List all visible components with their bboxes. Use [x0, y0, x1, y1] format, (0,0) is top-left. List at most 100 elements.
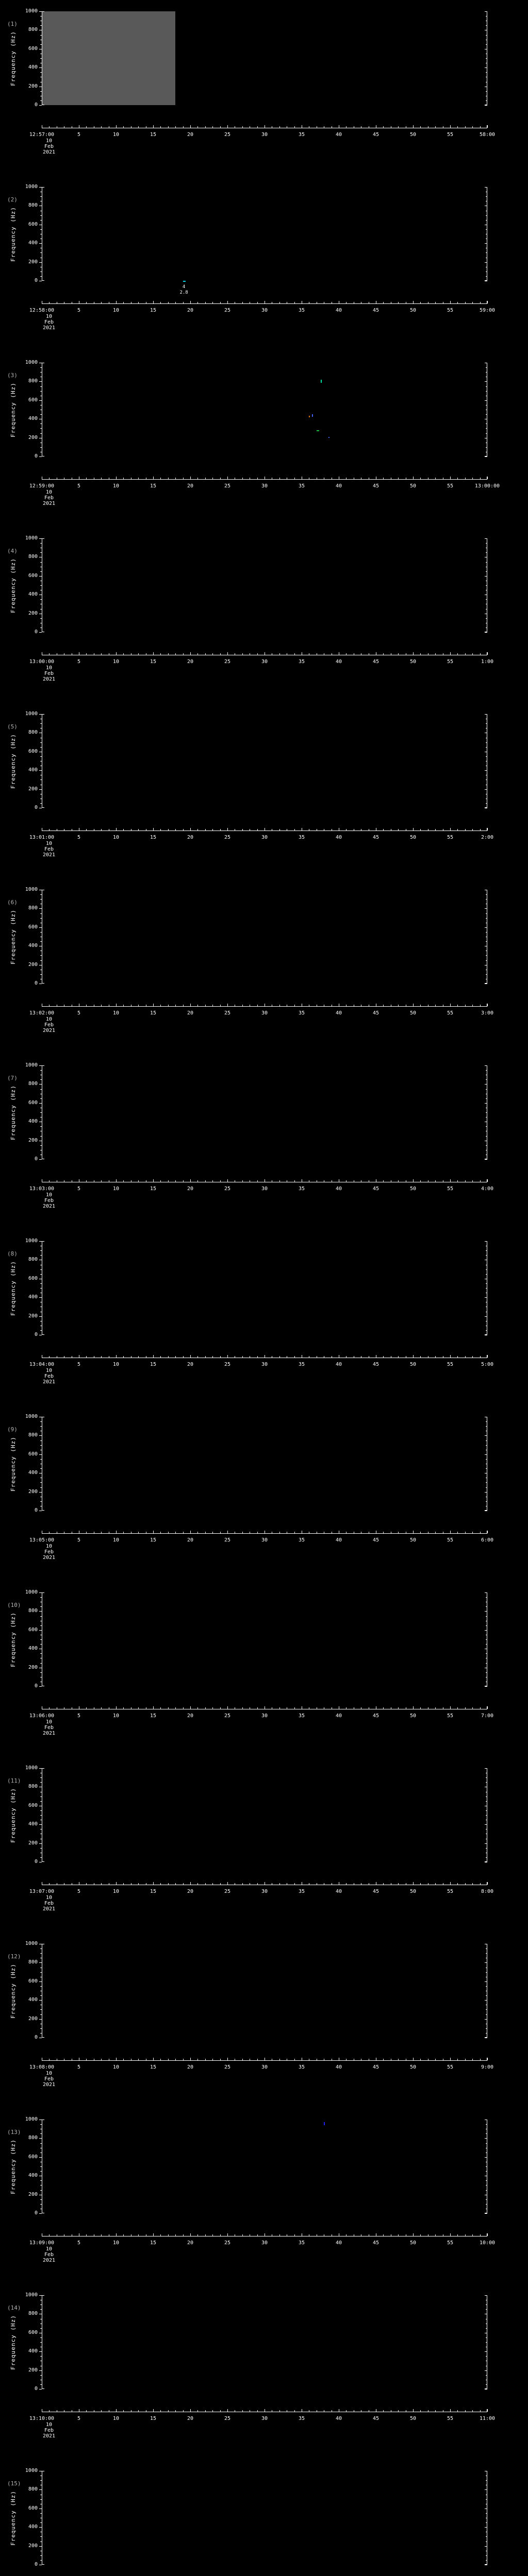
- y-axis-title: Frequency (Hz): [9, 890, 16, 984]
- x-tick-minor: [160, 126, 161, 128]
- x-tick-major: [413, 2409, 414, 2412]
- y-tick-minor: [40, 2375, 42, 2376]
- y-tick-major-right: [485, 11, 487, 12]
- x-tick-major: [153, 828, 154, 831]
- x-tick-label: 35: [298, 1362, 305, 1367]
- y-tick-major: [39, 1962, 42, 1963]
- y-tick-minor: [40, 196, 42, 197]
- x-tick-minor: [175, 2059, 176, 2060]
- x-tick-label: 9:00: [481, 2064, 494, 2070]
- x-tick-minor: [465, 2410, 466, 2412]
- y-tick-minor: [40, 1501, 42, 1502]
- y-tick-label: 600: [28, 2329, 38, 2335]
- x-tick-major: [190, 652, 191, 655]
- x-tick-minor: [457, 302, 458, 303]
- x-tick-major: [190, 1882, 191, 1885]
- x-tick-minor: [205, 1707, 206, 1709]
- x-tick-label: 10: [112, 308, 120, 313]
- x-tick-minor: [49, 302, 50, 303]
- x-tick-label: 25: [224, 2240, 231, 2246]
- x-tick-minor: [220, 302, 221, 303]
- y-tick-label: 200: [28, 2015, 38, 2022]
- y-tick-minor: [40, 1283, 42, 1284]
- y-tick-major: [39, 1159, 42, 1160]
- x-tick-minor: [101, 2059, 102, 2060]
- x-tick-major: [413, 652, 414, 655]
- x-tick-minor: [160, 2059, 161, 2060]
- panel-index-label: (12): [7, 1953, 21, 1960]
- y-tick-major-right: [485, 1492, 487, 1493]
- x-tick-major: [450, 2233, 451, 2236]
- x-tick-minor: [465, 2059, 466, 2060]
- y-tick-minor: [40, 599, 42, 600]
- y-tick-minor-right: [486, 552, 487, 553]
- y-tick-label: 0: [34, 1683, 38, 1689]
- x-tick-minor: [49, 1707, 50, 1709]
- y-tick-major-right: [485, 575, 487, 577]
- x-tick-minor: [123, 302, 124, 303]
- x-tick-minor: [160, 653, 161, 655]
- y-tick-minor-right: [486, 72, 487, 73]
- spectrogram-panel: (5) Frequency (Hz) 0 200 400 600 800 1000 13:01:…: [0, 703, 528, 878]
- y-tick-major: [39, 1065, 42, 1066]
- x-tick-minor: [294, 1707, 295, 1709]
- x-tick-label: 50: [409, 835, 417, 840]
- panel-index-label: (3): [7, 372, 18, 379]
- x-tick-major: [227, 2233, 228, 2236]
- y-tick-minor-right: [486, 1112, 487, 1113]
- x-tick-label: 13:01:00: [29, 835, 55, 840]
- x-tick-major: [487, 1179, 488, 1182]
- x-tick-label: 5: [77, 1362, 81, 1367]
- y-tick-label: 1000: [25, 2292, 38, 2298]
- x-tick-minor: [168, 653, 169, 655]
- x-tick-minor: [435, 653, 436, 655]
- x-tick-label: 55: [447, 483, 454, 489]
- x-tick-label: 40: [335, 1537, 342, 1543]
- x-tick-label: 20: [187, 2064, 194, 2070]
- date-line: 2021: [42, 1555, 56, 1561]
- spectrogram-panel: (7) Frequency (Hz) 0 200 400 600 800 1000 13:03:…: [0, 1054, 528, 1230]
- x-tick-label: 50: [409, 2064, 417, 2070]
- x-tick-minor: [480, 1532, 481, 1533]
- x-tick-minor: [123, 1356, 124, 1358]
- y-tick-label: 800: [28, 2486, 38, 2493]
- x-tick-major: [116, 301, 117, 303]
- x-tick-minor: [183, 2410, 184, 2412]
- x-tick-minor: [242, 1532, 243, 1533]
- y-tick-label: 0: [34, 1507, 38, 1513]
- y-tick-label: 1000: [25, 711, 38, 717]
- y-tick-minor: [40, 1986, 42, 1987]
- y-tick-minor-right: [486, 196, 487, 197]
- x-tick-minor: [383, 126, 384, 128]
- y-tick-minor: [40, 747, 42, 748]
- x-tick-minor: [123, 2410, 124, 2412]
- x-tick-minor: [183, 478, 184, 479]
- y-tick-major: [39, 11, 42, 12]
- plot-area: [42, 538, 487, 632]
- x-tick-major: [153, 301, 154, 303]
- date-line: 2021: [42, 1028, 56, 1033]
- x-tick-major: [413, 125, 414, 128]
- x-tick-label: 45: [372, 2416, 380, 2421]
- x-tick-minor: [383, 1883, 384, 1885]
- y-tick-major: [39, 1768, 42, 1769]
- y-tick-minor: [40, 941, 42, 942]
- y-tick-label: 600: [28, 2505, 38, 2511]
- y-tick-major: [39, 1592, 42, 1593]
- y-tick-label: 1000: [25, 1414, 38, 1419]
- y-axis-title-text: Frequency (Hz): [9, 2139, 16, 2194]
- x-tick-minor: [86, 126, 87, 128]
- data-coverage-block: [42, 11, 176, 105]
- y-tick-minor: [40, 2133, 42, 2134]
- y-tick-minor: [40, 433, 42, 434]
- x-tick-label: 13:07:00: [29, 1889, 55, 1894]
- x-tick-minor: [197, 829, 199, 831]
- y-tick-label: 200: [28, 1664, 38, 1670]
- spectrogram-panel: (14) Frequency (Hz) 0 200 400 600 800 1000 13:10…: [0, 2284, 528, 2460]
- x-tick-minor: [101, 1707, 102, 1709]
- x-tick-label: 30: [261, 2240, 268, 2246]
- y-tick-major: [39, 456, 42, 457]
- x-tick-label: 45: [372, 1186, 380, 1192]
- x-tick-minor: [398, 1356, 399, 1358]
- x-tick-label: 25: [224, 2064, 231, 2070]
